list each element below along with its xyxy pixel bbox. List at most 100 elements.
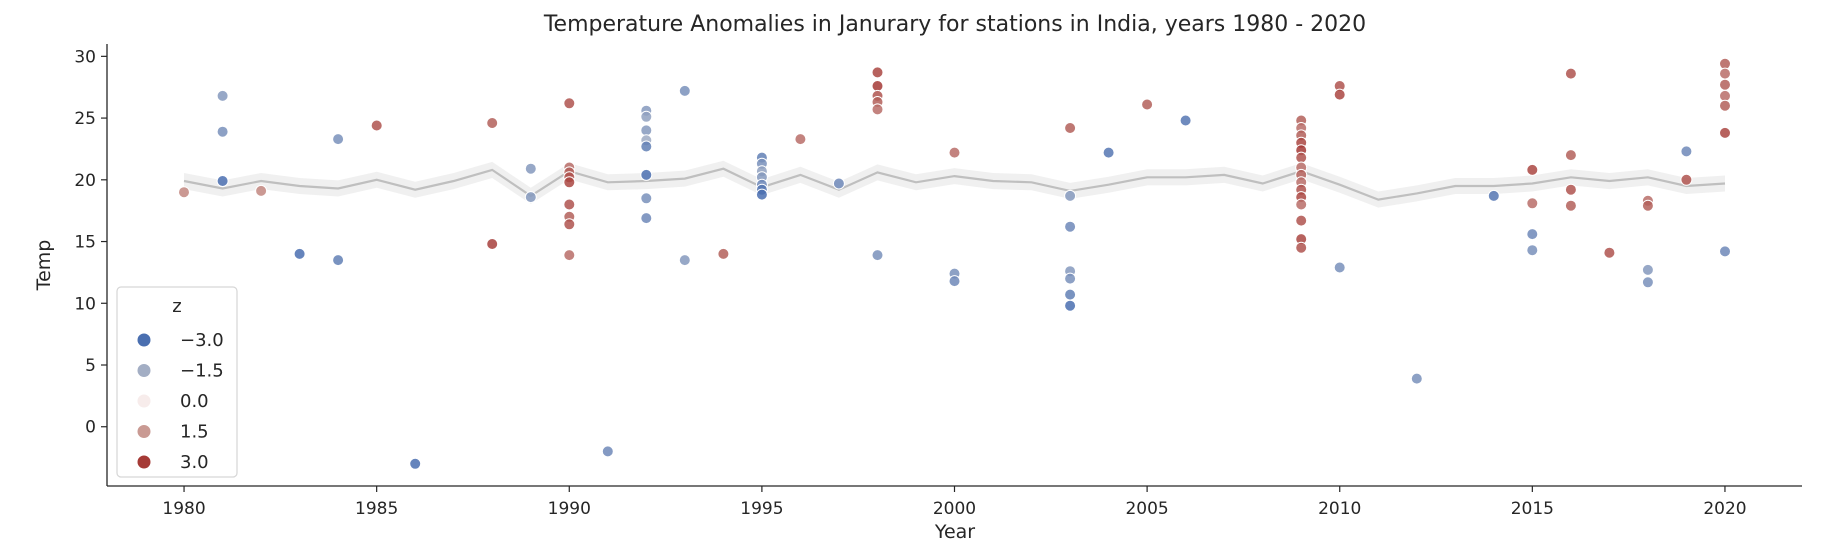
data-point [1719,67,1731,80]
data-point [1641,199,1654,212]
data-points-layer [178,57,1731,470]
y-tick-label: 10 [74,294,96,314]
data-point [1719,245,1731,258]
data-point [1564,183,1577,196]
data-point [1641,263,1654,276]
data-point [178,186,190,199]
data-point [216,125,229,138]
data-point [794,133,807,146]
data-point [1064,122,1077,134]
data-point [640,168,653,181]
data-point [717,247,730,260]
data-point [216,89,229,102]
data-point [1526,197,1539,210]
data-point [524,191,537,204]
legend-label: 0.0 [180,391,209,412]
data-point [832,177,845,190]
legend-title: z [172,296,181,317]
y-tick-label: 25 [74,109,96,129]
legend-label: 3.0 [180,452,209,473]
legend-label: 1.5 [180,422,209,443]
data-point [871,103,884,116]
y-tick-label: 15 [74,233,96,253]
x-tick-label: 2000 [933,499,976,519]
data-point [332,254,345,267]
x-tick-label: 2010 [1318,499,1361,519]
data-point [1102,146,1115,159]
data-point [678,84,691,97]
y-tick-label: 20 [74,171,96,191]
data-point [1141,98,1154,111]
data-point [601,445,614,458]
data-point [1064,299,1077,312]
legend-marker [136,424,152,439]
data-point [486,238,499,250]
data-point [1719,99,1731,112]
data-point [1564,149,1577,162]
data-point [871,66,884,79]
data-point [1295,241,1308,254]
data-point [1680,145,1693,158]
data-point [1719,126,1731,139]
data-point [563,218,576,231]
legend: z −3.0 −1.5 0.0 1.5 3.0 [116,286,238,478]
x-axis-ticks: 1980 1985 1990 1995 2000 2005 2010 2015 2020 [162,486,1747,519]
mean-line [183,167,1726,201]
data-point [1064,189,1077,202]
data-point [1564,67,1577,80]
data-point [409,457,422,470]
data-point [640,192,653,205]
data-point [524,162,537,175]
x-tick-label: 1995 [740,499,783,519]
y-tick-label: 0 [85,418,96,438]
x-tick-label: 2020 [1703,499,1746,519]
x-tick-label: 1990 [548,499,591,519]
data-point [563,198,576,211]
data-point [640,124,653,137]
data-point [1064,272,1077,285]
data-point [1641,276,1654,289]
data-point [948,275,961,288]
y-tick-label: 30 [74,47,96,67]
data-point [1526,244,1539,257]
data-point [1487,189,1500,202]
legend-marker [136,454,152,470]
data-point [871,80,884,92]
y-axis-label: Temp [33,240,55,292]
legend-entries: −3.0 −1.5 0.0 1.5 3.0 [136,330,224,473]
data-point [563,176,576,189]
x-tick-label: 2015 [1511,499,1554,519]
legend-label: −1.5 [180,361,224,382]
data-point [1603,246,1616,259]
x-tick-label: 1985 [355,499,398,519]
data-point [1064,220,1077,233]
legend-label: −3.0 [180,330,224,351]
data-point [755,188,768,201]
legend-marker [136,363,152,378]
data-point [1295,151,1308,164]
data-point [293,247,306,260]
data-point [1526,163,1539,176]
data-point [678,254,691,267]
chart-title: Temperature Anomalies in Janurary for st… [543,12,1366,37]
data-point [1333,261,1346,274]
data-point [1179,114,1192,127]
data-point [370,119,383,132]
data-point [1064,288,1077,301]
x-tick-label: 1980 [162,499,205,519]
data-point [1410,372,1423,385]
data-point [1526,228,1539,241]
data-point [640,212,653,225]
data-point [216,175,229,187]
data-point [640,110,653,123]
data-point [948,146,961,159]
data-point [1564,199,1577,212]
data-point [332,133,345,146]
data-point [563,97,576,110]
data-point [1680,173,1693,186]
data-point [255,184,268,197]
y-tick-label: 5 [85,356,96,376]
x-tick-label: 2005 [1125,499,1168,519]
legend-marker [136,393,152,409]
